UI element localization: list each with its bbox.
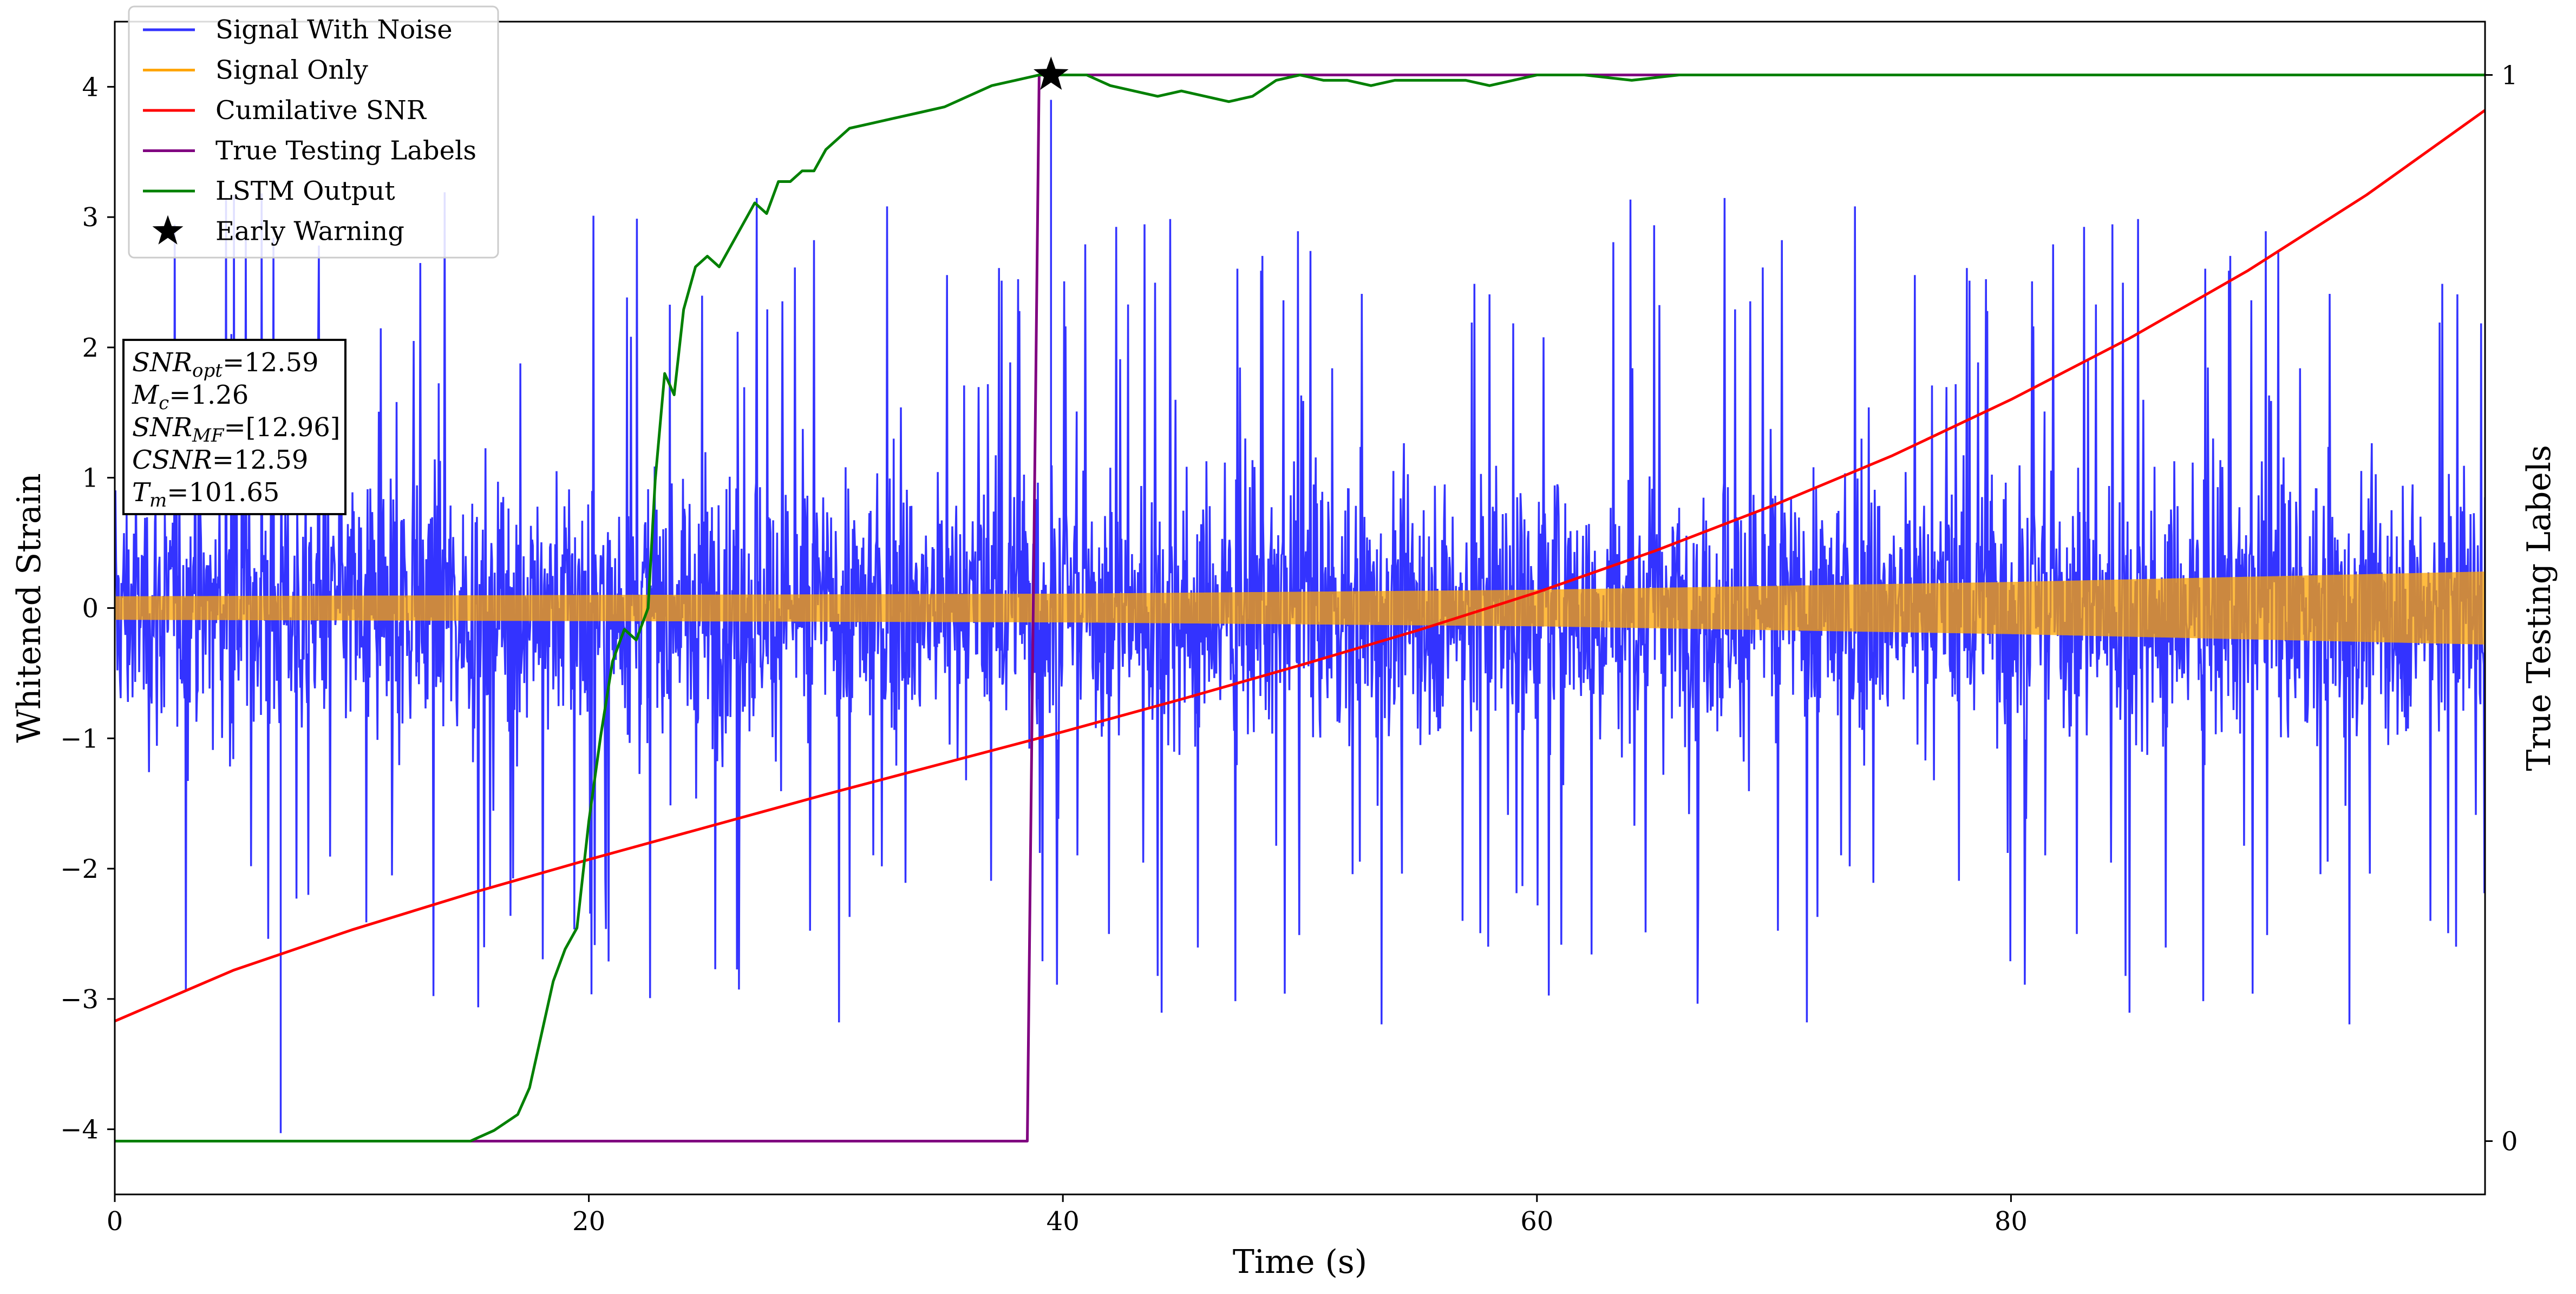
y-tick-label: 4: [82, 72, 99, 102]
legend-label: Signal Only: [215, 55, 368, 86]
y-tick-label: 0: [82, 594, 99, 624]
annotation-line: Tm=101.65: [132, 477, 279, 511]
plot-area: [115, 74, 2485, 1142]
annotation-frame: [122, 339, 346, 515]
parameter-annotation-box: SNRopt=12.59Mc=1.26SNRMF=[12.96]CSNR=12.…: [122, 339, 346, 515]
y-right-axis-label: True Testing Labels: [2520, 445, 2558, 771]
series-signal-only: [115, 572, 2485, 645]
legend-label: Early Warning: [215, 216, 404, 247]
y-tick-label: −1: [60, 724, 99, 754]
y-right-tick-label: 0: [2501, 1127, 2518, 1157]
x-axis-label: Time (s): [1233, 1243, 1367, 1281]
x-tick-label: 20: [572, 1206, 605, 1237]
y-tick-label: −4: [60, 1115, 99, 1145]
annotation-line: Mc=1.26: [132, 380, 249, 414]
y-tick-label: 2: [82, 333, 99, 363]
annotation-line: CSNR=12.59: [132, 445, 308, 475]
legend-label: Cumilative SNR: [215, 95, 427, 126]
legend-swatch: [152, 215, 184, 245]
series-lstm-output: [115, 74, 2485, 1142]
y-right-tick-label: 1: [2501, 61, 2518, 91]
annotation-line: SNRMF=[12.96]: [132, 412, 341, 446]
y-tick-label: 1: [82, 463, 99, 494]
y-tick-label: −3: [60, 984, 99, 1015]
y-tick-label: 3: [82, 202, 99, 233]
annotation-line: SNRopt=12.59: [132, 347, 319, 382]
legend-label: True Testing Labels: [215, 136, 476, 166]
legend-frame: [128, 5, 499, 259]
early-warning-star: [1034, 56, 1069, 90]
series-cumilative-snr: [115, 109, 2485, 1023]
legend: Signal With Noise Signal Only Cumilative S…: [128, 5, 499, 259]
legend-label: LSTM Output: [215, 176, 395, 206]
y-axis-label: Whitened Strain: [10, 473, 48, 743]
x-tick-label: 0: [107, 1206, 123, 1237]
x-tick-label: 80: [1995, 1206, 2028, 1237]
x-tick-label: 60: [1520, 1206, 1553, 1237]
y-tick-label: −2: [60, 854, 99, 884]
legend-label: Signal With Noise: [215, 15, 453, 45]
x-tick-label: 40: [1047, 1206, 1080, 1237]
